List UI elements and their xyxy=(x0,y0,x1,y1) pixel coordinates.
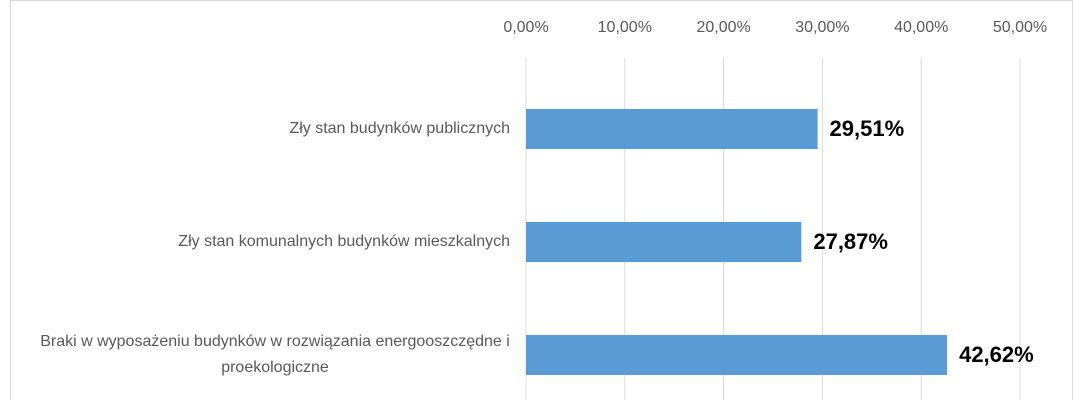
bar xyxy=(526,335,948,375)
x-tick-label: 10,00% xyxy=(598,19,652,36)
category-label-box: Zły stan budynków publicznych xyxy=(289,99,510,159)
value-label: 29,51% xyxy=(830,116,905,141)
x-tick-label: 50,00% xyxy=(993,19,1047,36)
y-tick-label: Zły stan komunalnych budynków mieszkalny… xyxy=(178,233,510,250)
bar xyxy=(526,109,818,149)
y-tick-label: Braki w wyposażeniu budynków w rozwiązan… xyxy=(40,333,510,376)
y-tick-label: Zły stan budynków publicznych xyxy=(289,120,510,137)
value-label: 42,62% xyxy=(959,342,1034,367)
chart-frame xyxy=(10,0,1073,400)
bar xyxy=(526,222,802,262)
x-tick-label: 40,00% xyxy=(894,19,948,36)
x-tick-label: 30,00% xyxy=(795,19,849,36)
x-tick-label: 20,00% xyxy=(696,19,750,36)
x-tick-label: 0,00% xyxy=(503,19,548,36)
category-label-box: Zły stan komunalnych budynków mieszkalny… xyxy=(178,212,510,272)
category-label-box: Braki w wyposażeniu budynków w rozwiązan… xyxy=(40,325,510,385)
value-label: 27,87% xyxy=(813,229,888,254)
